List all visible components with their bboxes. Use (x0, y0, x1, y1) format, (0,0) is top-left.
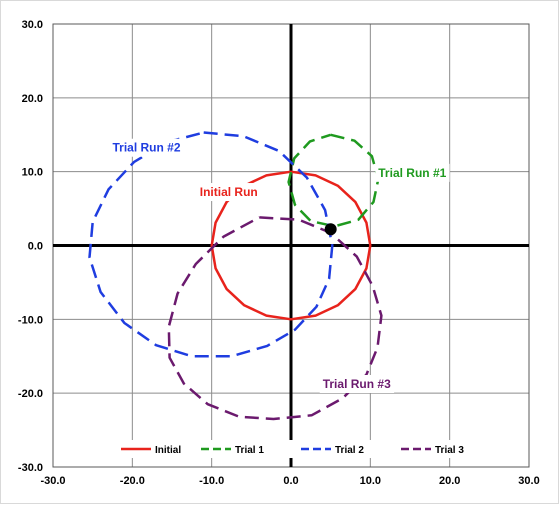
y-tick-label: 20.0 (22, 93, 43, 105)
annotation-label: Trial Run #3 (323, 377, 391, 391)
y-tick-label: 0.0 (28, 241, 43, 253)
annotation-group: Trial Run #2 (109, 138, 184, 157)
annotation-group: Initial Run (196, 183, 261, 202)
legend-label: Trial 3 (435, 445, 464, 456)
annotation-background (319, 374, 395, 393)
annotations: Initial Run Trial Run #1 Trial Run #2 Trial… (109, 138, 450, 393)
annotation-label: Initial Run (200, 185, 258, 199)
x-tick-label: -10.0 (199, 475, 224, 487)
series-lines (88, 131, 383, 421)
x-tick-label: -30.0 (40, 475, 65, 487)
series-line-trial-1 (287, 133, 380, 228)
x-tick-label: 30.0 (518, 475, 539, 487)
annotation-group: Trial Run #1 (375, 163, 450, 182)
annotation-label: Trial Run #1 (378, 166, 446, 180)
annotation-label: Trial Run #2 (113, 141, 181, 155)
y-tick-label: -30.0 (18, 462, 43, 474)
y-tick-label: 30.0 (22, 19, 43, 31)
annotation-group: Trial Run #3 (319, 374, 395, 393)
series-line-trial-3 (167, 216, 383, 421)
annotation-background (196, 183, 261, 202)
annotation-background (109, 138, 184, 157)
legend: Initial Trial 1 Trial 2 Trial 3 (113, 440, 493, 458)
x-tick-label: 0.0 (283, 475, 298, 487)
x-tick-label: 20.0 (439, 475, 460, 487)
y-tick-label: -20.0 (18, 388, 43, 400)
legend-label: Initial (155, 445, 181, 456)
center-marker (324, 223, 337, 236)
annotation-background (375, 163, 450, 182)
tick-labels: -30.0 -20.0 -10.0 0.0 10.0 20.0 30.0 30.0 20.0 10… (18, 19, 540, 487)
center-point-marker (324, 223, 337, 236)
y-tick-label: 10.0 (22, 167, 43, 179)
series-line-trial-2 (88, 131, 334, 358)
y-tick-label: -10.0 (18, 314, 43, 326)
legend-label: Trial 1 (235, 445, 264, 456)
axes (53, 24, 529, 467)
x-tick-label: 10.0 (360, 475, 381, 487)
legend-label: Trial 2 (335, 445, 364, 456)
x-tick-label: -20.0 (120, 475, 145, 487)
series-line-initial (210, 170, 372, 321)
